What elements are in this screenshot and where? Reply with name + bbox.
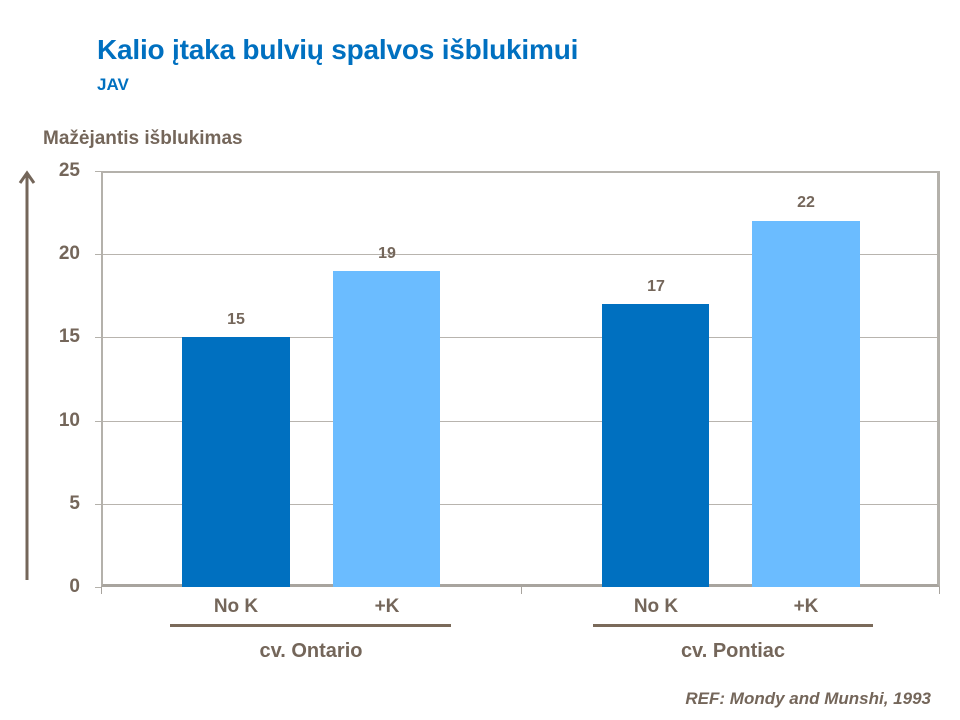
y-axis-label: Mažėjantis išblukimas	[43, 128, 243, 149]
category-label-pontiac-no-k: No K	[633, 596, 679, 617]
y-tick-10: 10	[58, 410, 80, 431]
gridline-10	[103, 421, 937, 422]
plot-area	[101, 171, 940, 587]
gridline-15	[103, 337, 937, 338]
category-label-ontario-plus-k: +K	[374, 596, 400, 617]
gridline-20	[103, 254, 937, 255]
category-label-pontiac-plus-k: +K	[793, 596, 819, 617]
y-tick-25: 25	[58, 160, 80, 181]
group-label-ontario: cv. Ontario	[259, 640, 363, 662]
up-arrow-icon	[18, 170, 36, 580]
y-tick-5: 5	[69, 493, 80, 514]
group-divider-pontiac	[593, 624, 873, 627]
y-tickmark	[95, 171, 101, 172]
data-label-ontario-plus-k: 19	[378, 245, 396, 262]
bar-ontario-no-k	[182, 337, 290, 587]
chart-subtitle: JAV	[97, 75, 129, 94]
gridline-5	[103, 504, 937, 505]
y-tickmark	[95, 337, 101, 338]
bar-ontario-plus-k	[333, 271, 440, 587]
group-label-pontiac: cv. Pontiac	[680, 640, 786, 662]
reference-note: REF: Mondy and Munshi, 1993	[685, 689, 931, 708]
data-label-pontiac-plus-k: 22	[797, 194, 815, 211]
x-tickmark	[101, 587, 102, 594]
y-tickmark	[95, 504, 101, 505]
x-tickmark	[939, 587, 940, 594]
y-tick-0: 0	[69, 576, 80, 597]
y-tickmark	[95, 587, 101, 588]
group-divider-ontario	[170, 624, 451, 627]
bar-pontiac-plus-k	[752, 221, 860, 587]
y-tick-20: 20	[58, 243, 80, 264]
y-tickmark	[95, 421, 101, 422]
x-tickmark	[521, 587, 522, 594]
data-label-ontario-no-k: 15	[227, 311, 245, 328]
y-tick-15: 15	[58, 326, 80, 347]
y-tickmark	[95, 254, 101, 255]
category-label-ontario-no-k: No K	[213, 596, 259, 617]
data-label-pontiac-no-k: 17	[647, 278, 665, 295]
bar-pontiac-no-k	[602, 304, 709, 587]
chart-title: Kalio įtaka bulvių spalvos išblukimui	[97, 34, 579, 65]
